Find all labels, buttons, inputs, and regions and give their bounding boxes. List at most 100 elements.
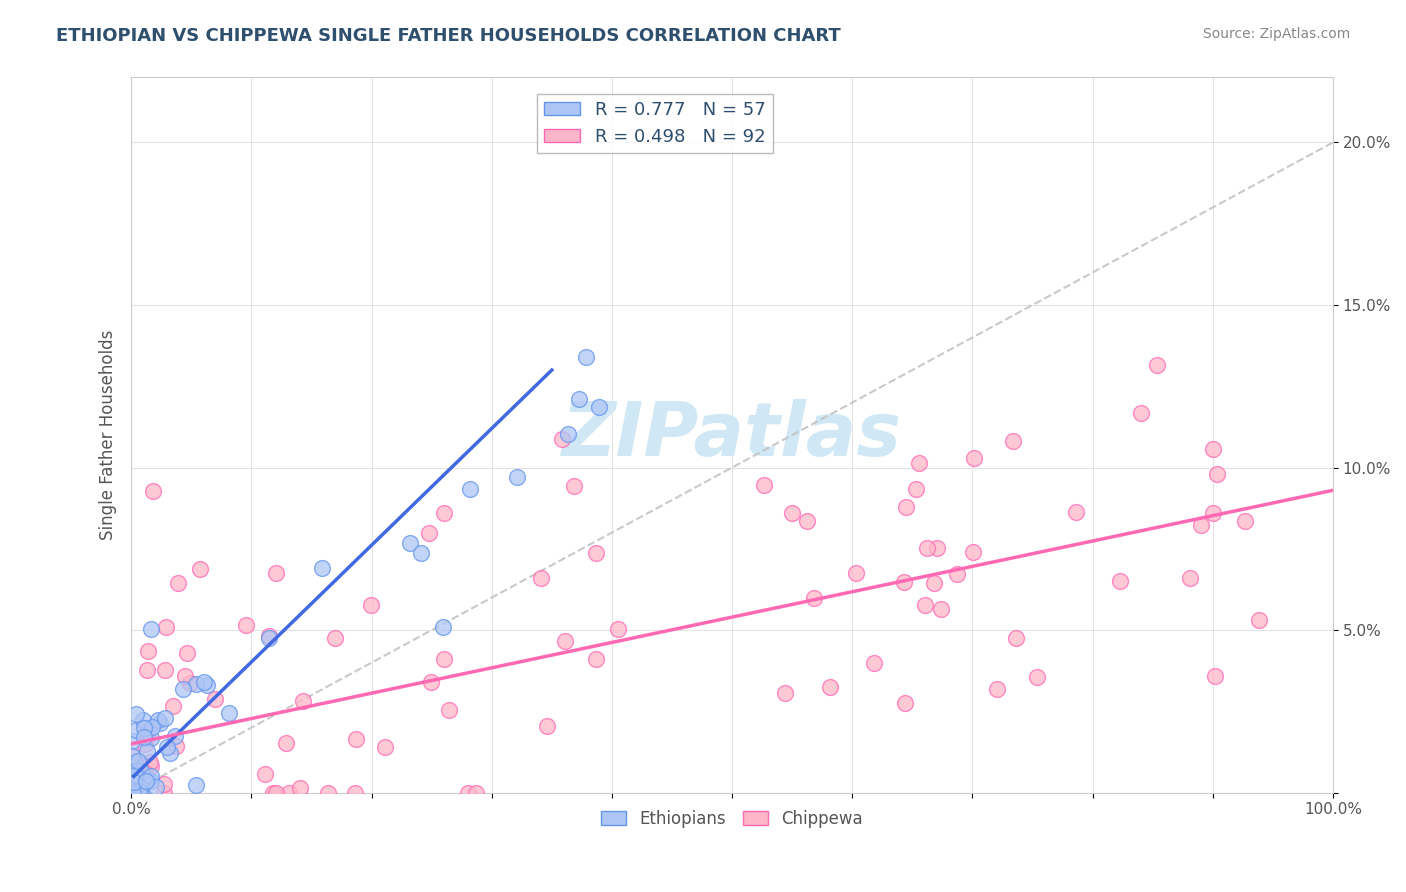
Point (946, 567, 969, 582)
Point (803, 591, 825, 605)
Point (139, 774, 162, 789)
Point (585, 652, 607, 666)
Point (128, 786, 150, 800)
Point (908, 456, 931, 470)
Point (266, 786, 288, 800)
Point (121, 748, 143, 763)
Point (128, 784, 150, 798)
Point (139, 622, 162, 636)
Point (257, 629, 280, 643)
Point (458, 482, 481, 496)
Point (124, 786, 146, 800)
Point (257, 632, 280, 646)
Point (124, 786, 146, 800)
Point (536, 719, 558, 733)
Point (172, 682, 194, 697)
Point (121, 786, 143, 800)
Point (141, 768, 163, 782)
Point (134, 765, 156, 780)
Point (344, 731, 367, 746)
Point (1249, 613, 1271, 627)
Text: Source: ZipAtlas.com: Source: ZipAtlas.com (1202, 27, 1350, 41)
Point (264, 566, 287, 580)
Point (142, 483, 165, 498)
Point (135, 774, 157, 789)
Point (176, 646, 198, 660)
Point (986, 681, 1008, 696)
Point (585, 546, 607, 560)
Point (122, 778, 145, 792)
Point (420, 675, 443, 690)
Point (607, 622, 630, 636)
Point (131, 786, 153, 800)
Point (188, 562, 211, 576)
Point (1178, 571, 1201, 585)
Point (291, 693, 314, 707)
Point (551, 432, 574, 446)
Point (235, 618, 257, 632)
Point (311, 560, 333, 574)
Point (146, 713, 169, 727)
Point (184, 676, 207, 690)
Point (557, 426, 579, 441)
Point (894, 696, 917, 710)
Point (360, 599, 382, 613)
Point (1066, 505, 1088, 519)
Point (153, 786, 176, 800)
Point (818, 680, 841, 694)
Point (179, 676, 201, 690)
Point (139, 759, 162, 773)
Point (173, 668, 195, 682)
Point (128, 786, 150, 800)
Point (128, 786, 150, 800)
Point (153, 711, 176, 725)
Point (773, 685, 796, 699)
Point (138, 644, 160, 658)
Point (136, 663, 159, 677)
Point (135, 743, 157, 757)
Point (530, 571, 553, 585)
Point (162, 699, 184, 714)
Point (863, 657, 886, 671)
Point (465, 786, 488, 800)
Point (925, 541, 948, 555)
Point (433, 652, 456, 666)
Point (780, 506, 803, 520)
Point (323, 631, 346, 645)
Point (156, 739, 179, 754)
Point (166, 739, 188, 753)
Point (343, 786, 366, 800)
Point (1205, 467, 1227, 481)
Point (159, 746, 181, 760)
Point (149, 716, 172, 731)
Point (845, 566, 868, 581)
Point (1202, 506, 1225, 520)
Point (132, 730, 155, 744)
Point (437, 703, 460, 717)
Point (218, 706, 240, 720)
Point (139, 755, 162, 769)
Point (399, 536, 422, 550)
Point (316, 786, 339, 800)
Point (374, 740, 396, 755)
Point (1202, 442, 1225, 456)
Point (141, 720, 163, 734)
Point (128, 770, 150, 784)
Text: ETHIOPIAN VS CHIPPEWA SINGLE FATHER HOUSEHOLDS CORRELATION CHART: ETHIOPIAN VS CHIPPEWA SINGLE FATHER HOUS… (56, 27, 841, 45)
Point (568, 392, 591, 407)
Point (136, 730, 159, 744)
Point (204, 692, 226, 706)
Point (893, 575, 915, 590)
Point (904, 483, 927, 497)
Point (506, 470, 529, 484)
Point (124, 723, 146, 737)
Point (1146, 359, 1168, 373)
Point (121, 786, 143, 800)
Point (278, 786, 301, 800)
Point (914, 598, 936, 612)
Y-axis label: Single Father Households: Single Father Households (100, 330, 117, 541)
Point (894, 500, 917, 515)
Point (193, 675, 215, 690)
Point (1108, 574, 1130, 588)
Point (121, 733, 143, 747)
